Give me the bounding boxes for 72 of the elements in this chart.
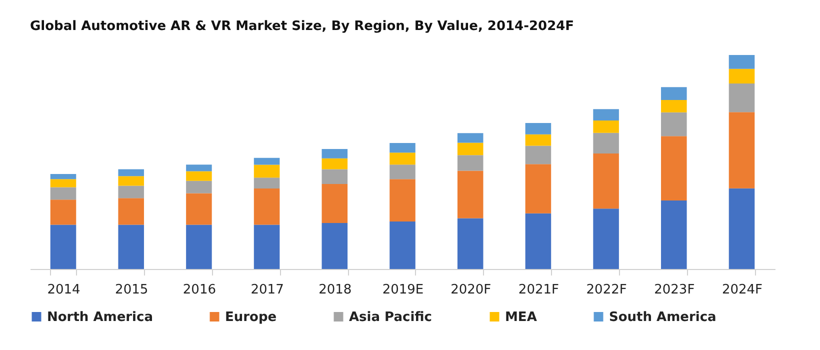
bar	[525, 123, 552, 134]
bar	[661, 87, 687, 100]
bar	[661, 136, 687, 201]
bar	[50, 200, 76, 225]
bar	[728, 68, 755, 84]
bar	[50, 224, 76, 269]
bar	[593, 132, 619, 154]
bar	[390, 164, 416, 180]
bar	[390, 142, 416, 153]
bar	[457, 170, 484, 218]
bar	[254, 224, 280, 269]
bar	[254, 158, 280, 165]
x-tick-label: 2020F	[450, 282, 492, 298]
bar	[118, 224, 144, 269]
bar	[254, 178, 280, 189]
bar	[322, 148, 348, 158]
x-tick-label: 2015	[115, 282, 148, 298]
bar	[50, 179, 76, 188]
x-tick-label: 2017	[250, 282, 284, 298]
bar	[728, 112, 755, 188]
chart-title: Global Automotive AR & VR Market Size, By Region, By Value, 2014-2024F	[30, 19, 574, 34]
bar	[457, 142, 484, 156]
bar	[661, 200, 687, 269]
bar	[457, 218, 484, 269]
bar	[186, 193, 212, 225]
bar	[118, 186, 144, 198]
legend-label: North America	[47, 310, 153, 325]
bar	[593, 109, 619, 120]
legend-label: MEA	[505, 310, 537, 325]
bar	[525, 146, 552, 164]
bar	[118, 198, 144, 225]
x-tick-label: 2016	[182, 282, 216, 298]
x-tick-label: 2018	[318, 282, 352, 298]
x-tick-label: 2014	[47, 282, 80, 298]
x-tick-label: 2023F	[654, 282, 695, 298]
bar	[186, 180, 212, 194]
bar	[525, 134, 552, 146]
bar	[322, 222, 348, 269]
bar	[593, 208, 619, 269]
x-tick-label: 2024F	[722, 282, 763, 298]
bar	[390, 179, 416, 222]
bar	[254, 164, 280, 178]
bar	[728, 188, 755, 269]
x-tick-label: 2021F	[518, 282, 559, 298]
bar	[457, 133, 484, 143]
bar	[593, 120, 619, 133]
bar	[50, 187, 76, 200]
bar	[661, 100, 687, 112]
bar	[322, 169, 348, 184]
legend-label: Europe	[225, 310, 277, 325]
bar	[254, 188, 280, 225]
bar	[186, 171, 212, 181]
bar	[390, 152, 416, 165]
legend-label: South America	[609, 310, 716, 325]
bar	[457, 155, 484, 171]
bar	[186, 164, 212, 172]
bar	[118, 169, 144, 176]
legend-label: Asia Pacific	[349, 310, 432, 325]
bar	[118, 176, 144, 186]
bar	[661, 112, 687, 136]
bar	[322, 184, 348, 223]
bar	[525, 164, 552, 214]
bar	[390, 221, 416, 269]
bar	[525, 213, 552, 269]
x-tick-label: 2019E	[382, 282, 424, 298]
bar	[186, 224, 212, 269]
bar	[728, 83, 755, 112]
bar	[728, 55, 755, 69]
x-tick-label: 2022F	[586, 282, 627, 298]
bar	[50, 174, 76, 180]
bar	[593, 153, 619, 209]
bar	[322, 158, 348, 170]
